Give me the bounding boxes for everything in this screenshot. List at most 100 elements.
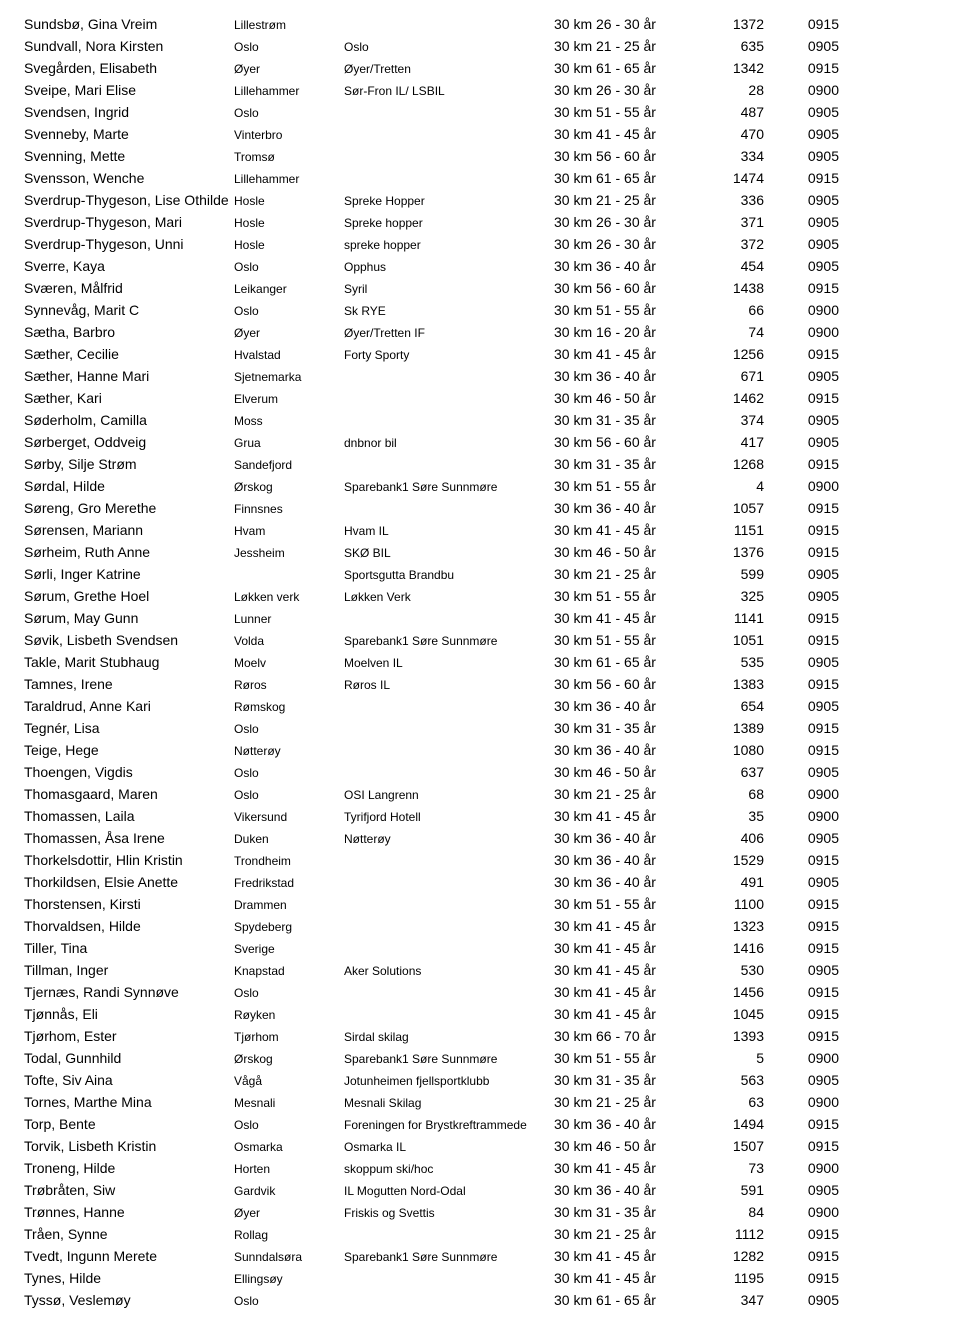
- participant-location: Moelv: [234, 653, 344, 674]
- participant-name: Sørdal, Hilde: [24, 476, 234, 497]
- participant-category: 30 km 41 - 45 år: [554, 608, 709, 629]
- participant-category: 30 km 41 - 45 år: [554, 960, 709, 981]
- participant-bib: 530: [709, 960, 764, 981]
- result-row: Sæther, Hanne MariSjetnemarka30 km 36 - …: [24, 366, 936, 388]
- participant-start: 0915: [764, 608, 839, 629]
- participant-name: Søvik, Lisbeth Svendsen: [24, 630, 234, 651]
- participant-category: 30 km 31 - 35 år: [554, 1202, 709, 1223]
- result-row: Sæther, KariElverum30 km 46 - 50 år14620…: [24, 388, 936, 410]
- result-row: Tofte, Siv AinaVågåJotunheimen fjellspor…: [24, 1070, 936, 1092]
- participant-name: Sundvall, Nora Kirsten: [24, 36, 234, 57]
- participant-category: 30 km 51 - 55 år: [554, 1048, 709, 1069]
- participant-name: Sverdrup-Thygeson, Mari: [24, 212, 234, 233]
- participant-bib: 66: [709, 300, 764, 321]
- participant-bib: 68: [709, 784, 764, 805]
- result-row: Sværen, MålfridLeikangerSyril30 km 56 - …: [24, 278, 936, 300]
- participant-club: Osmarka IL: [344, 1137, 554, 1158]
- participant-location: Oslo: [234, 257, 344, 278]
- participant-bib: 35: [709, 806, 764, 827]
- participant-name: Thorstensen, Kirsti: [24, 894, 234, 915]
- participant-club: Sparebank1 Søre Sunnmøre: [344, 1247, 554, 1268]
- participant-bib: 1100: [709, 894, 764, 915]
- participant-start: 0915: [764, 14, 839, 35]
- participant-location: Oslo: [234, 719, 344, 740]
- participant-club: Sparebank1 Søre Sunnmøre: [344, 477, 554, 498]
- participant-start: 0900: [764, 1092, 839, 1113]
- participant-start: 0915: [764, 542, 839, 563]
- participant-start: 0905: [764, 564, 839, 585]
- participant-location: Oslo: [234, 37, 344, 58]
- participant-location: Jessheim: [234, 543, 344, 564]
- participant-category: 30 km 36 - 40 år: [554, 256, 709, 277]
- participant-category: 30 km 66 - 70 år: [554, 1026, 709, 1047]
- result-row: Tiller, TinaSverige30 km 41 - 45 år14160…: [24, 938, 936, 960]
- participant-name: Tegnér, Lisa: [24, 718, 234, 739]
- participant-location: Mesnali: [234, 1093, 344, 1114]
- participant-category: 30 km 41 - 45 år: [554, 1246, 709, 1267]
- participant-bib: 1080: [709, 740, 764, 761]
- participant-name: Trøbråten, Siw: [24, 1180, 234, 1201]
- participant-category: 30 km 36 - 40 år: [554, 1180, 709, 1201]
- participant-club: OSI Langrenn: [344, 785, 554, 806]
- result-row: Thomassen, LailaVikersundTyrifjord Hotel…: [24, 806, 936, 828]
- participant-category: 30 km 21 - 25 år: [554, 1092, 709, 1113]
- participant-bib: 591: [709, 1180, 764, 1201]
- participant-club: Oslo: [344, 37, 554, 58]
- participant-category: 30 km 51 - 55 år: [554, 630, 709, 651]
- participant-bib: 374: [709, 410, 764, 431]
- participant-bib: 74: [709, 322, 764, 343]
- participant-club: Tyrifjord Hotell: [344, 807, 554, 828]
- participant-category: 30 km 56 - 60 år: [554, 146, 709, 167]
- result-row: Tyssø, VeslemøyOslo30 km 61 - 65 år34709…: [24, 1290, 936, 1312]
- participant-location: Hvalstad: [234, 345, 344, 366]
- participant-category: 30 km 21 - 25 år: [554, 1224, 709, 1245]
- participant-start: 0915: [764, 1246, 839, 1267]
- participant-bib: 73: [709, 1158, 764, 1179]
- participant-name: Sørheim, Ruth Anne: [24, 542, 234, 563]
- participant-start: 0900: [764, 80, 839, 101]
- participant-name: Søreng, Gro Merethe: [24, 498, 234, 519]
- participant-club: Nøtterøy: [344, 829, 554, 850]
- participant-bib: 487: [709, 102, 764, 123]
- result-row: Torp, BenteOsloForeningen for Brystkreft…: [24, 1114, 936, 1136]
- result-row: Sverdrup-Thygeson, Lise OthildeHosleSpre…: [24, 190, 936, 212]
- participant-name: Tamnes, Irene: [24, 674, 234, 695]
- participant-category: 30 km 21 - 25 år: [554, 190, 709, 211]
- participant-location: Sverige: [234, 939, 344, 960]
- participant-club: Sør-Fron IL/ LSBIL: [344, 81, 554, 102]
- participant-name: Sveipe, Mari Elise: [24, 80, 234, 101]
- participant-start: 0900: [764, 300, 839, 321]
- result-row: Tynes, HildeEllingsøy30 km 41 - 45 år119…: [24, 1268, 936, 1290]
- participant-club: Jotunheimen fjellsportklubb: [344, 1071, 554, 1092]
- participant-location: Moss: [234, 411, 344, 432]
- participant-name: Thomasgaard, Maren: [24, 784, 234, 805]
- participant-category: 30 km 26 - 30 år: [554, 212, 709, 233]
- participant-location: Øyer: [234, 59, 344, 80]
- participant-name: Sørli, Inger Katrine: [24, 564, 234, 585]
- participant-location: Fredrikstad: [234, 873, 344, 894]
- result-row: Sveipe, Mari EliseLillehammerSør-Fron IL…: [24, 80, 936, 102]
- participant-location: Røros: [234, 675, 344, 696]
- result-row: Teige, HegeNøtterøy30 km 36 - 40 år10800…: [24, 740, 936, 762]
- result-row: Torvik, Lisbeth KristinOsmarkaOsmarka IL…: [24, 1136, 936, 1158]
- participant-name: Tillman, Inger: [24, 960, 234, 981]
- participant-start: 0915: [764, 740, 839, 761]
- participant-bib: 637: [709, 762, 764, 783]
- participant-name: Taraldrud, Anne Kari: [24, 696, 234, 717]
- participant-start: 0905: [764, 146, 839, 167]
- participant-start: 0905: [764, 366, 839, 387]
- participant-name: Sørensen, Mariann: [24, 520, 234, 541]
- participant-name: Torvik, Lisbeth Kristin: [24, 1136, 234, 1157]
- participant-start: 0905: [764, 586, 839, 607]
- result-row: Thorstensen, KirstiDrammen30 km 51 - 55 …: [24, 894, 936, 916]
- participant-name: Sværen, Målfrid: [24, 278, 234, 299]
- participant-bib: 347: [709, 1290, 764, 1311]
- participant-start: 0905: [764, 960, 839, 981]
- participant-location: Ellingsøy: [234, 1269, 344, 1290]
- result-row: Svendsen, IngridOslo30 km 51 - 55 år4870…: [24, 102, 936, 124]
- participant-name: Tofte, Siv Aina: [24, 1070, 234, 1091]
- participant-location: Oslo: [234, 1115, 344, 1136]
- participant-start: 0905: [764, 1290, 839, 1311]
- participant-bib: 1416: [709, 938, 764, 959]
- participant-bib: 1494: [709, 1114, 764, 1135]
